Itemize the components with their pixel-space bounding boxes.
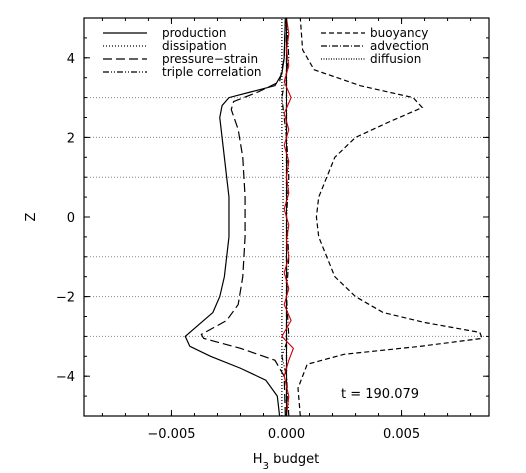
- legend-label: advection: [370, 39, 429, 53]
- x-tick-label: 0.005: [383, 427, 420, 442]
- y-tick-label: −4: [56, 370, 75, 385]
- x-axis-label-rest: budget: [269, 452, 319, 467]
- series-group: [184, 17, 483, 417]
- legend-label: pressure−strain: [162, 52, 258, 66]
- legend-swatch-bg: [319, 27, 369, 38]
- series-line-dissipation: [281, 18, 284, 416]
- x-tick-label: 0.000: [268, 427, 305, 442]
- y-tick-label: 4: [67, 52, 75, 67]
- x-tick-label: −0.005: [147, 427, 195, 442]
- legend-swatch-bg: [101, 40, 151, 51]
- legend-label: diffusion: [370, 52, 421, 66]
- series-line-unlabeled-red: [281, 17, 295, 417]
- series-line-triple-correlation: [281, 17, 290, 417]
- time-annotation: t = 190.079: [341, 387, 419, 402]
- x-axis-label: H3 budget: [253, 452, 319, 472]
- legend-label: dissipation: [162, 39, 227, 53]
- axis-ticks: −0.005 0.000 0.005 −4 −2 0 2 4: [56, 17, 489, 442]
- x-axis-label-sub: 3: [263, 461, 269, 472]
- y-tick-label: 0: [67, 211, 75, 226]
- y-axis-label: Z: [24, 212, 39, 221]
- y-tick-label: −2: [56, 291, 75, 306]
- series-line-production: [184, 17, 286, 417]
- series-line-buoyancy: [297, 17, 483, 417]
- legend-label: buoyancy: [370, 26, 428, 40]
- series-line-pressure-strain: [200, 17, 286, 417]
- x-axis-label-main: H: [253, 452, 263, 467]
- y-tick-label: 2: [67, 131, 75, 146]
- legend-label: production: [162, 26, 226, 40]
- legend-swatch-bg: [101, 53, 151, 64]
- legend: productiondissipationpressure−straintrip…: [101, 26, 429, 79]
- legend-label: triple correlation: [162, 65, 262, 79]
